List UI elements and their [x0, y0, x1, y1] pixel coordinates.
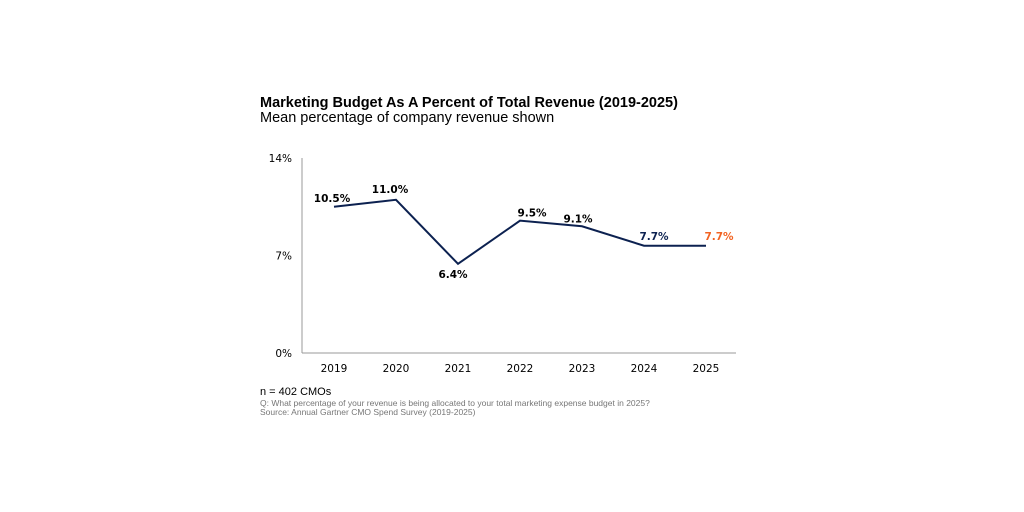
chart-subtitle: Mean percentage of company revenue shown — [260, 110, 555, 126]
y-tick-label: 0% — [275, 348, 292, 360]
data-label: 11.0% — [372, 184, 409, 196]
data-label: 10.5% — [314, 193, 351, 205]
data-label: 9.1% — [563, 213, 593, 225]
x-tick-label: 2021 — [445, 363, 472, 375]
x-tick-label: 2019 — [321, 363, 348, 375]
x-tick-label: 2022 — [507, 363, 534, 375]
survey-question: Q: What percentage of your revenue is be… — [260, 398, 650, 408]
data-label: 9.5% — [517, 208, 547, 220]
x-tick-label: 2023 — [569, 363, 596, 375]
data-label: 7.7% — [704, 231, 734, 243]
data-line — [333, 198, 706, 266]
x-tick-label: 2025 — [693, 363, 720, 375]
data-label: 7.7% — [639, 231, 669, 243]
y-tick-label: 7% — [275, 251, 292, 263]
source-note: Source: Annual Gartner CMO Spend Survey … — [260, 407, 476, 417]
chart-title: Marketing Budget As A Percent of Total R… — [260, 95, 678, 111]
x-tick-label: 2024 — [631, 363, 658, 375]
sample-size: n = 402 CMOs — [260, 386, 332, 398]
y-tick-label: 14% — [269, 153, 292, 165]
data-label: 6.4% — [438, 269, 468, 281]
x-tick-label: 2020 — [383, 363, 410, 375]
